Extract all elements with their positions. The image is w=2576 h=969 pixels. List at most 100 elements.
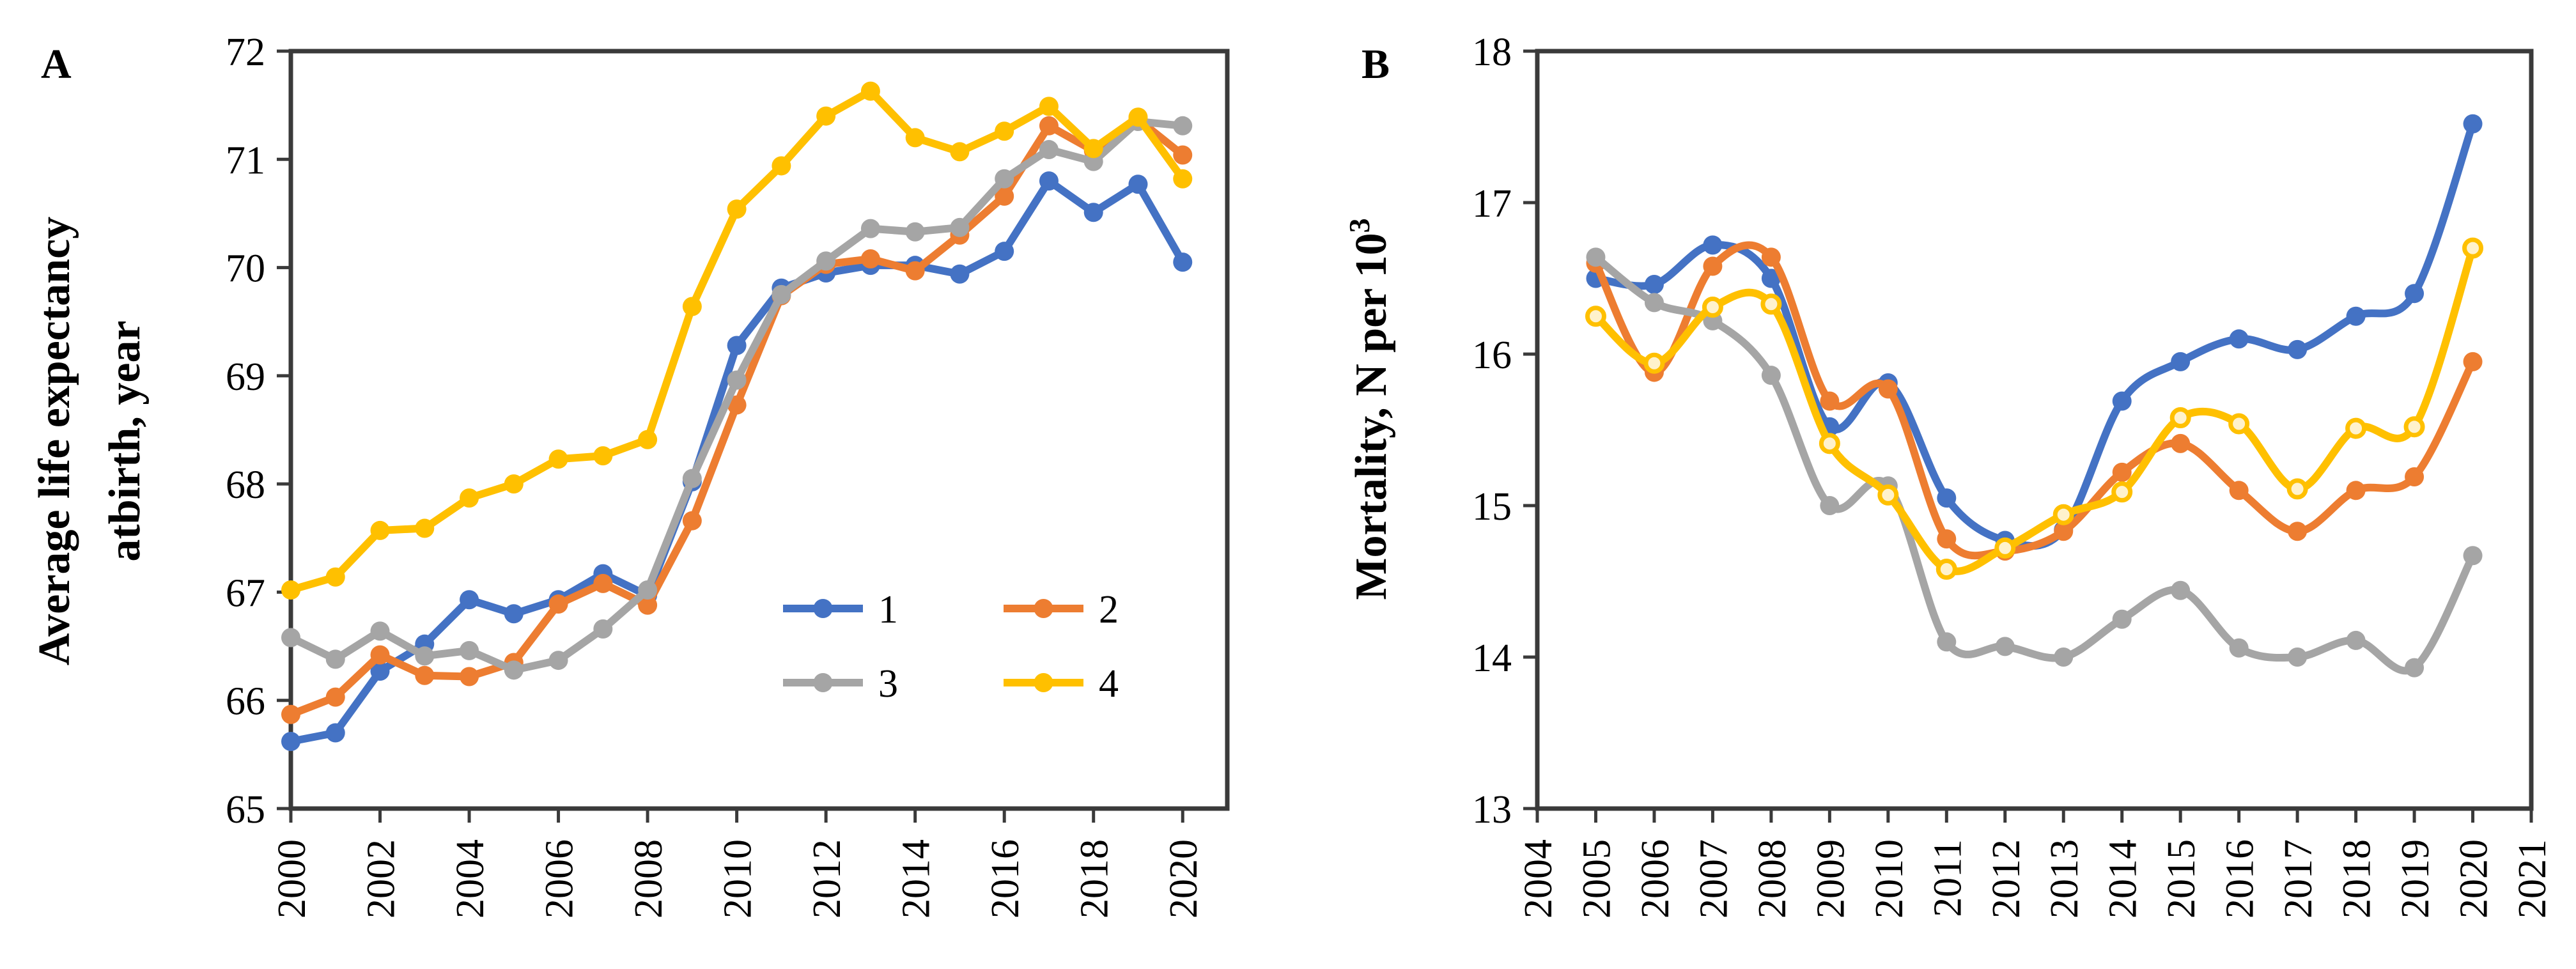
panel-a-series-1-point <box>995 242 1014 261</box>
panel-a-y-tick-label: 68 <box>226 463 265 507</box>
panel-a-series-2-point <box>1039 116 1059 136</box>
panel-b-x-tick-label: 2009 <box>1809 839 1852 919</box>
panel-b-series-3-point <box>2054 647 2074 667</box>
panel-b-series-2-point <box>2054 522 2074 541</box>
panel-b-series-2-point <box>2288 522 2308 541</box>
panel-a-y-axis-title-line1: Average life expectancy <box>30 217 79 665</box>
panel-a-series-4-point <box>682 297 702 316</box>
panel-a-x-tick-label: 2006 <box>538 839 582 919</box>
panel-b-series-4-point <box>1585 306 1606 327</box>
panel-b-series-2-point <box>1937 529 1957 549</box>
panel-b-series-3-point <box>2171 580 2191 600</box>
legend-marker-4 <box>1034 673 1053 692</box>
panel-b-x-tick-label: 2011 <box>1926 839 1969 917</box>
panel-a-series-4-point <box>281 580 300 600</box>
panel-a-series-2-point <box>905 261 925 281</box>
panel-a-series-4-point <box>950 142 970 162</box>
panel-a-series-3-point <box>1039 140 1059 160</box>
legend-label-4: 4 <box>1099 662 1119 706</box>
legend-label-1: 1 <box>878 588 898 632</box>
panel-b-series-4-point <box>1819 433 1840 454</box>
panel-b-x-tick-label: 2021 <box>2511 839 2554 919</box>
panel-b-series-3-point <box>2112 609 2132 629</box>
panel-a-series-4-point <box>325 567 345 587</box>
panel-a-series-4-point <box>860 81 880 101</box>
panel-b-series-4-point <box>1994 537 2016 559</box>
panel-b-series-1-point <box>1937 488 1957 508</box>
panel-b-y-tick-label: 18 <box>1472 31 1512 74</box>
panel-b-x-tick-label: 2016 <box>2219 839 2262 919</box>
panel-a-y-tick-label: 65 <box>226 788 265 832</box>
panel-b-series-1-point <box>2405 284 2425 304</box>
panel-b-x-tick-label: 2017 <box>2277 839 2320 919</box>
panel-a-x-tick-label: 2000 <box>270 839 314 919</box>
panel-b-series-4-point <box>2462 237 2484 259</box>
panel-b-x-tick-label: 2006 <box>1634 839 1677 919</box>
legend-label-2: 2 <box>1099 588 1119 632</box>
panel-a-series-2-point <box>1173 145 1193 165</box>
panel-a-x-tick-label: 2002 <box>360 839 403 919</box>
panel-b-x-tick-label: 2008 <box>1751 839 1794 919</box>
panel-b-series-3 <box>1586 247 2483 678</box>
panel-b-series-1-point <box>2229 329 2249 349</box>
panel-a-series-3-point <box>905 222 925 242</box>
panel-b-x-tick-label: 2004 <box>1517 839 1560 919</box>
panel-b-series-4-point <box>2111 481 2133 503</box>
panel-a-series-2-point <box>638 595 658 615</box>
panel-b-y-tick-label: 14 <box>1472 637 1512 680</box>
panel-a-x-tick-label: 2012 <box>805 839 849 919</box>
panel-b-x-tick-label: 2014 <box>2102 839 2145 919</box>
panel-b-y-axis-title-text: Mortality, N per 10 <box>1347 233 1396 600</box>
panel-a-series-4-point <box>1039 97 1059 116</box>
panel-a-x-tick-label: 2010 <box>717 839 760 919</box>
panel-b-x-tick-label: 2013 <box>2043 839 2086 919</box>
panel-a-series-1-point <box>1039 171 1059 191</box>
panel-b-series-2-point <box>1703 256 1723 276</box>
panel-b-series-4-point <box>2052 504 2074 525</box>
panel-b-series-3-point <box>2229 638 2249 658</box>
panel-a-series-4-point <box>816 106 836 126</box>
panel-a-series-2-point <box>460 667 479 686</box>
panel-b-series-1-point <box>1761 268 1781 288</box>
panel-b-series-2-point <box>2405 467 2425 486</box>
panel-a-series-4-point <box>905 128 925 148</box>
panel-b-series-1-point <box>1703 235 1723 255</box>
panel-a-series-3-point <box>860 219 880 238</box>
panel-b-series-2-point <box>2346 481 2366 500</box>
panel-a-series-3-point <box>950 217 970 237</box>
panel-a-series-4-point <box>460 488 479 508</box>
panel-a-series-1-point <box>325 723 345 743</box>
panel-a-chart: 65 66 67 68 69 70 71 72 2000 2002 2004 2006 2008 2010… <box>30 31 1230 919</box>
legend-item-1: 1 <box>783 588 898 632</box>
panel-a-series-4-point <box>1173 169 1193 189</box>
panel-b-x-tick-label: 2005 <box>1575 839 1618 919</box>
panel-a-series-3-point <box>727 370 747 390</box>
panel-a-series-3-point <box>281 628 300 647</box>
panel-a-series-4-point <box>1128 107 1148 127</box>
panel-a-x-tick-label: 2008 <box>627 839 671 919</box>
panel-b-series-4-line <box>1592 244 2477 575</box>
panel-b-series-3-point <box>2405 658 2425 678</box>
panel-a-series-1-point <box>1083 203 1103 222</box>
panel-b-y-tick-label: 16 <box>1472 334 1512 377</box>
panel-a-series-3-point <box>504 660 524 680</box>
panel-a-y-axis-title-line2: atbirth, year <box>100 320 150 561</box>
panel-b-series-3-point <box>1644 293 1664 313</box>
panel-b-series-3-point <box>1820 496 1840 515</box>
panel-b-series-2-point <box>2229 481 2249 500</box>
panel-b-plot-frame <box>1535 49 2534 811</box>
panel-b-series-3-point <box>2346 630 2366 650</box>
panel-b-series-3-point <box>2463 546 2483 566</box>
panel-b-series-3-point <box>1761 366 1781 385</box>
panel-a-x-tick-label: 2016 <box>984 839 1027 919</box>
panel-a-series-3-point <box>995 169 1014 189</box>
panel-a-x-tick-label: 2014 <box>895 839 938 919</box>
panel-a-series-2-point <box>995 186 1014 206</box>
panel-b-series-1-point <box>1644 274 1664 294</box>
panel-a-series-1-point <box>460 590 479 610</box>
legend-item-4: 4 <box>1004 662 1119 706</box>
panel-a-y-tick-label: 67 <box>226 571 265 615</box>
panel-a-series-4-point <box>504 474 524 494</box>
panel-b-y-axis-title: Mortality, N per 103 <box>1343 218 1396 600</box>
